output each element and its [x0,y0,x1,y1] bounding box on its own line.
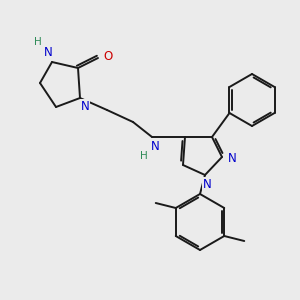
Text: H: H [34,37,42,47]
Text: N: N [202,178,211,190]
Text: O: O [103,50,112,62]
Text: N: N [228,152,236,166]
Text: N: N [44,46,52,59]
Text: N: N [151,140,159,152]
Text: N: N [81,100,89,112]
Text: H: H [140,151,148,161]
